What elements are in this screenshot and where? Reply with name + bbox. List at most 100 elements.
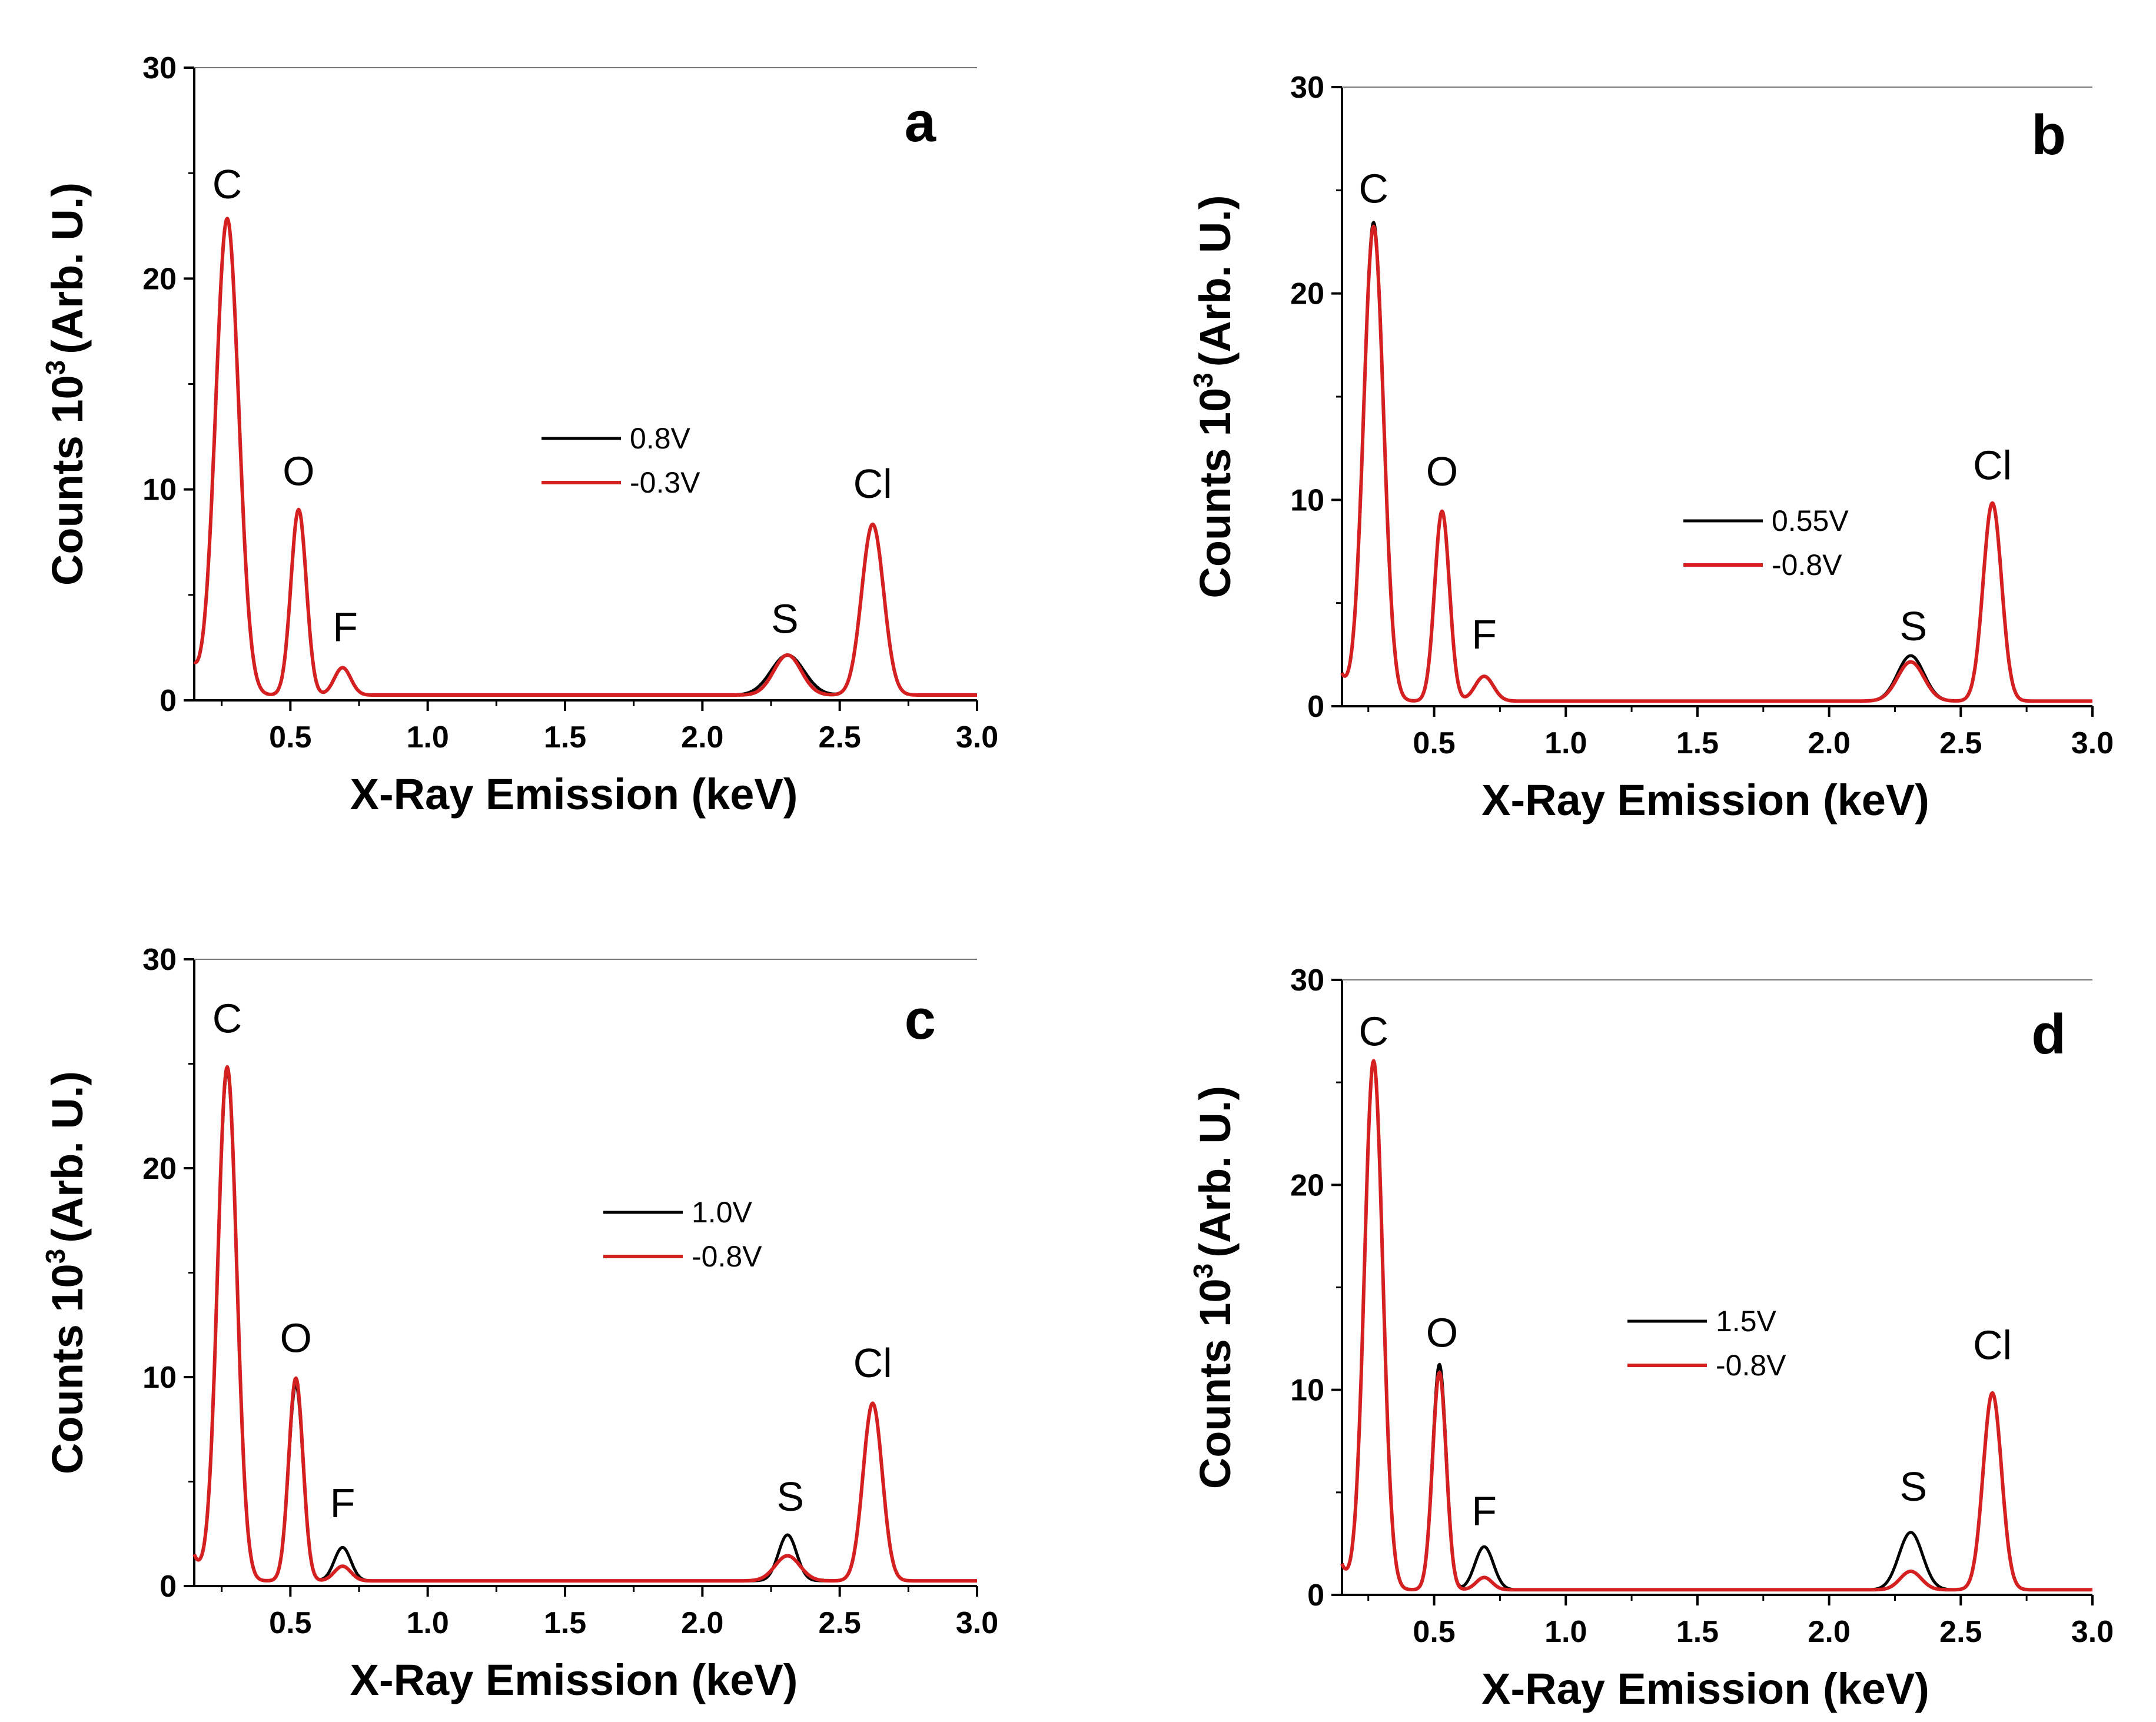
peak-label: O [1426,1310,1458,1356]
y-tick-label: 0 [1307,690,1324,724]
x-tick-label: 2.5 [1939,726,1982,760]
y-axis-title: Counts 103 (Arb. U.) [1188,1086,1240,1489]
y-tick-label: 0 [160,1570,177,1604]
panel-letter: a [905,91,936,154]
x-tick-label: 3.0 [956,720,998,754]
y-axis-title-main: Counts 10 [43,375,92,586]
y-axis-title-superscript: 3 [1188,1264,1218,1279]
x-tick-label: 0.5 [269,1606,311,1640]
x-tick-label: 1.0 [1544,1615,1587,1649]
y-axis-title-unit: (Arb. U.) [43,1071,92,1243]
legend-label: 0.8V [630,422,691,455]
peak-label: S [771,596,799,641]
y-tick-label: 10 [142,1361,177,1395]
legend-label: 0.55V [1772,504,1849,537]
x-tick-label: 1.0 [407,1606,449,1640]
peak-label: F [333,604,358,650]
y-axis-title-superscript: 3 [40,360,71,375]
y-tick-label: 30 [142,51,177,85]
x-tick-label: 2.0 [1808,1615,1850,1649]
y-axis-title: Counts 103 (Arb. U.) [1188,195,1240,598]
legend-label: -0.8V [1772,548,1842,581]
y-tick-label: 10 [142,473,177,507]
x-tick-label: 3.0 [2071,726,2114,760]
panel-b: 0 10 20 30 0.5 1.0 1.5 2.0 2.5 3.0 X-Ray Emission … [1188,71,2114,825]
x-tick-label: 2.0 [1808,726,1850,760]
peak-label: Cl [1973,442,2012,488]
x-tick-label: 0.5 [1413,726,1455,760]
peak-label: C [1358,165,1388,211]
x-tick-label: 2.0 [681,1606,723,1640]
y-axis-title: Counts 103 (Arb. U.) [40,1071,92,1474]
y-axis-title-main: Counts 10 [1191,1278,1240,1489]
panel-letter: d [2031,1003,2066,1066]
y-axis-title-unit: (Arb. U.) [1191,1086,1240,1258]
peak-label: F [1471,1488,1497,1534]
x-tick-label: 2.0 [681,720,723,754]
y-axis-title-superscript: 3 [40,1249,71,1264]
x-tick-label: 1.5 [544,720,586,754]
peak-label: C [212,161,242,207]
x-tick-label: 3.0 [956,1606,998,1640]
y-axis-title-main: Counts 10 [43,1264,92,1474]
series-line-negative [1340,1059,2094,1592]
y-axis-title-main: Counts 10 [1191,388,1240,599]
peak-label: F [330,1480,356,1526]
x-tick-label: 1.5 [544,1606,586,1640]
panel-c: 0 10 20 30 0.5 1.0 1.5 2.0 2.5 3.0 X-Ray Emission … [40,943,998,1704]
y-axis-title-unit: (Arb. U.) [43,182,92,354]
x-tick-label: 1.5 [1676,1615,1719,1649]
y-tick-label: 20 [1290,277,1324,311]
x-tick-label: 2.5 [819,1606,861,1640]
series-line-negative [1340,224,2094,703]
peak-label: C [212,995,242,1041]
peak-label: S [1899,603,1927,649]
panel-letter: c [905,988,936,1051]
peak-label: S [1899,1464,1927,1510]
x-tick-label: 0.5 [269,720,311,754]
y-tick-label: 20 [142,1152,177,1186]
y-tick-label: 30 [1290,71,1324,105]
y-tick-label: 30 [142,943,177,977]
x-tick-label: 2.5 [1939,1615,1982,1649]
x-tick-label: 2.5 [819,720,861,754]
peak-label: O [1426,448,1458,494]
peak-label: O [283,448,314,494]
y-axis-title: Counts 103 (Arb. U.) [40,182,92,586]
legend-label: 1.0V [692,1196,753,1229]
series-line-negative [193,217,978,697]
x-tick-label: 1.5 [1676,726,1719,760]
y-tick-label: 0 [1307,1578,1324,1613]
y-axis-title-superscript: 3 [1188,373,1218,388]
y-axis-title-unit: (Arb. U.) [1191,195,1240,367]
x-tick-label: 1.0 [1544,726,1587,760]
peak-label: S [776,1474,804,1520]
y-tick-label: 10 [1290,1374,1324,1408]
y-tick-label: 20 [1290,1168,1324,1202]
panel-a: 0 10 20 30 0.5 1.0 1.5 2.0 2.5 3.0 X-Ray Emission … [40,51,998,819]
peak-label: C [1358,1008,1388,1054]
peak-label: Cl [853,461,892,507]
peak-label: Cl [1973,1322,2012,1368]
peak-label: F [1471,611,1497,657]
panel-letter: b [2031,104,2066,167]
x-axis-title: X-Ray Emission (keV) [1481,1664,1929,1713]
x-tick-label: 0.5 [1413,1615,1455,1649]
panel-d: 0 10 20 30 0.5 1.0 1.5 2.0 2.5 3.0 X-Ray Emission … [1188,963,2114,1713]
legend-label: -0.8V [692,1240,762,1273]
series-line-negative [192,1065,978,1583]
x-axis-title: X-Ray Emission (keV) [350,1655,798,1704]
x-axis-title: X-Ray Emission (keV) [350,770,798,819]
y-tick-label: 30 [1290,963,1324,998]
legend-label: -0.3V [630,466,700,499]
x-tick-label: 3.0 [2071,1615,2114,1649]
legend-label: -0.8V [1716,1349,1786,1382]
peak-label: O [280,1315,311,1361]
peak-label: Cl [853,1340,892,1386]
legend-label: 1.5V [1716,1305,1777,1338]
y-tick-label: 20 [142,262,177,296]
x-axis-title: X-Ray Emission (keV) [1481,776,1929,825]
y-tick-label: 10 [1290,483,1324,517]
